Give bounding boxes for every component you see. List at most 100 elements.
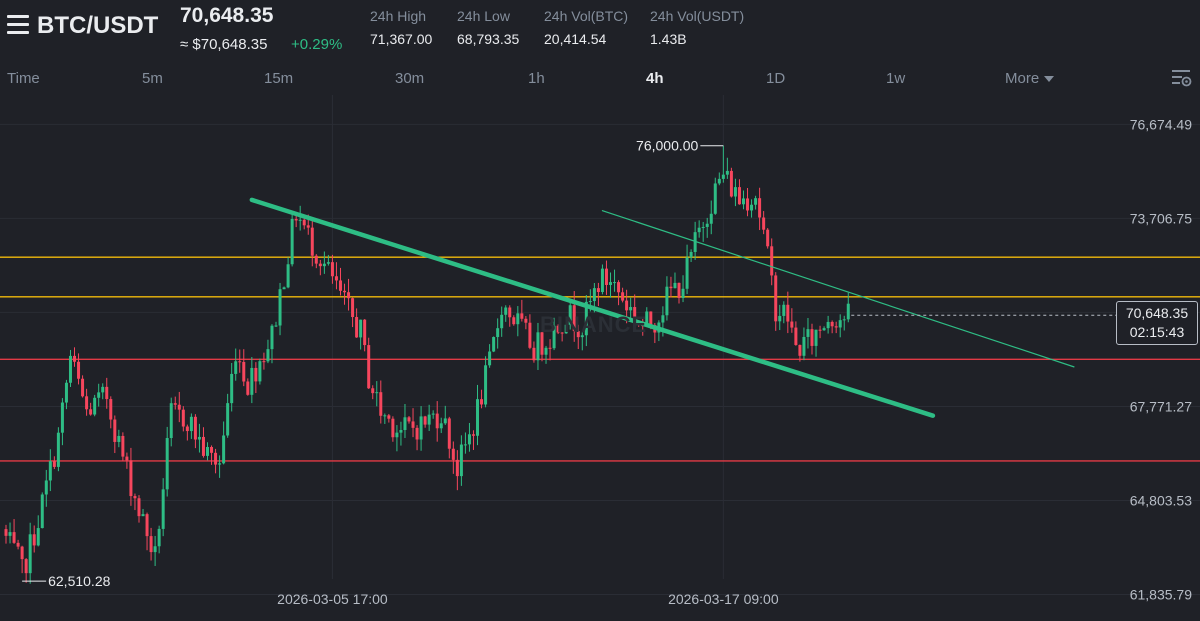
candle <box>782 301 786 324</box>
candle <box>399 421 403 446</box>
candle <box>572 291 576 342</box>
candle <box>439 417 443 434</box>
candle <box>169 397 173 447</box>
pair-title[interactable]: BTC/USDT <box>37 12 159 39</box>
candle <box>254 362 258 394</box>
stat-high-label: 24h High <box>370 8 427 24</box>
candle <box>669 276 673 298</box>
candle <box>338 267 342 296</box>
candle <box>814 329 818 357</box>
candle <box>322 251 326 274</box>
timeframe-time[interactable]: Time <box>7 70 40 87</box>
candle <box>375 381 379 407</box>
candle <box>258 358 262 385</box>
candle <box>609 272 612 298</box>
candle <box>488 344 492 368</box>
candle <box>89 402 93 416</box>
horizontal-lines <box>0 256 1200 462</box>
timeframe-5m[interactable]: 5m <box>142 70 163 87</box>
candle <box>310 217 314 267</box>
candle <box>463 432 467 454</box>
candle <box>77 353 81 385</box>
candle <box>85 388 89 416</box>
candle <box>226 393 230 438</box>
timeframe-more[interactable]: More <box>1005 70 1055 87</box>
candle <box>363 319 367 352</box>
candle <box>411 408 415 438</box>
usd-price: ≈ $70,648.35 <box>180 36 268 53</box>
candle <box>56 427 60 472</box>
candle <box>774 272 778 331</box>
candle <box>20 545 24 574</box>
candle <box>423 415 427 428</box>
candle <box>480 389 484 409</box>
candle <box>395 425 399 452</box>
candle <box>568 303 572 330</box>
candle <box>697 220 701 238</box>
candle <box>524 316 528 330</box>
candle <box>36 515 40 547</box>
candle <box>544 345 548 364</box>
current-price-label: 70,648.35 <box>1125 305 1189 321</box>
candle <box>613 269 617 292</box>
watermark-logo: BINANCE <box>540 312 648 337</box>
candle <box>725 157 729 179</box>
candle <box>403 404 407 438</box>
candle <box>516 306 520 337</box>
candle <box>717 172 721 186</box>
candle <box>576 324 580 350</box>
timeframe-1h[interactable]: 1h <box>528 70 545 87</box>
candle <box>830 320 834 334</box>
timeframe-1d[interactable]: 1D <box>766 70 786 87</box>
candle <box>286 257 290 289</box>
candle <box>206 442 209 461</box>
candle <box>109 396 113 429</box>
candle <box>407 416 411 424</box>
price-tick-label: 73,706.75 <box>1130 210 1192 226</box>
candle <box>484 356 488 408</box>
price-chart[interactable]: 76,674.4973,706.7570,738.0167,771.2764,8… <box>0 95 1200 621</box>
timeframe-30m[interactable]: 30m <box>395 70 425 87</box>
candle <box>181 406 185 432</box>
menu-icon[interactable] <box>7 15 29 35</box>
candle <box>677 282 681 304</box>
candle <box>705 217 709 238</box>
candle <box>770 238 774 286</box>
candle <box>564 318 568 334</box>
candle <box>262 352 266 370</box>
ticker-header: BTC/USDT 70,648.35 ≈ $70,648.35 +0.29% 2… <box>0 0 1200 62</box>
candle <box>266 339 270 364</box>
candle <box>371 385 375 400</box>
stat-low-label: 24h Low <box>457 8 510 24</box>
candle <box>347 278 351 311</box>
timeframe-4h[interactable]: 4h <box>646 70 664 87</box>
candle <box>294 214 298 228</box>
candle <box>379 380 383 424</box>
candle <box>455 450 459 491</box>
candle <box>48 449 52 492</box>
timeframe-15m[interactable]: 15m <box>264 70 294 87</box>
descending-trendline-upper[interactable] <box>601 210 1075 368</box>
candle <box>419 406 423 451</box>
candle <box>746 187 750 217</box>
candle <box>367 337 371 390</box>
candle <box>721 145 725 183</box>
candle <box>97 383 101 407</box>
price-change-percent: +0.29% <box>291 36 343 53</box>
candle <box>806 317 810 349</box>
candle <box>604 260 608 295</box>
candle <box>471 430 475 450</box>
candle <box>556 324 560 335</box>
descending-trendline-main[interactable] <box>249 197 936 418</box>
timeframe-1w[interactable]: 1w <box>886 70 906 87</box>
candle <box>197 423 201 453</box>
extreme-markers: 76,000.00 62,510.28 <box>22 138 724 589</box>
time-tick-label: 2026-03-17 09:00 <box>668 591 779 607</box>
candle <box>314 254 318 269</box>
candle <box>40 492 44 529</box>
candle <box>387 413 391 423</box>
chart-settings-icon[interactable] <box>1171 68 1193 88</box>
candle <box>741 190 745 210</box>
candle <box>282 286 286 290</box>
candlesticks <box>4 145 850 584</box>
